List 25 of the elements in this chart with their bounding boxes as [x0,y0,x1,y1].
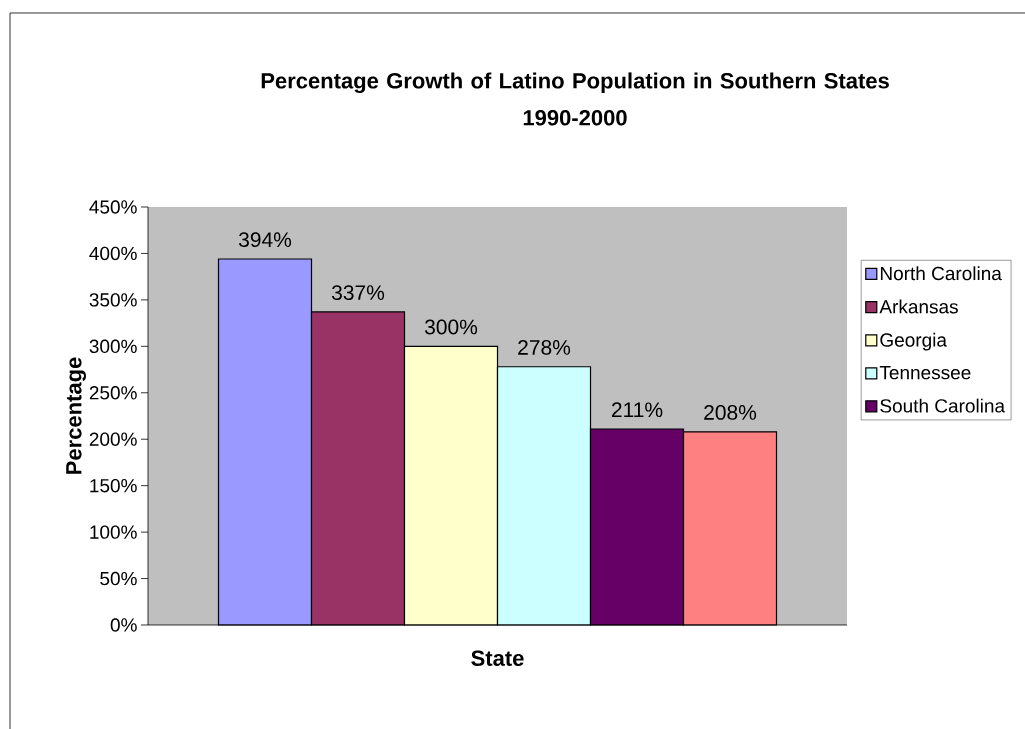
legend-label: Tennessee [879,366,971,380]
y-tick-label: 150% [90,478,137,493]
chart-subtitle: 1990-2000 [523,109,627,126]
y-tick-label: 100% [90,525,137,539]
y-axis-title: Percentage [66,357,86,474]
data-label: 211% [611,402,663,418]
y-tick-label: 450% [89,200,137,214]
data-label: 337% [331,285,385,301]
legend-label: Arkansas [879,299,958,314]
x-axis-title: State [471,650,524,666]
data-label: 300% [424,319,478,335]
y-tick-label: 350% [89,293,137,307]
chart-title: Percentage Growth of Latino Population in Southern States [261,72,889,94]
data-label: 278% [518,339,571,355]
legend-label: Georgia [880,332,947,351]
y-tick-label: 200% [89,432,137,446]
data-label: 208% [704,404,757,420]
y-tick-label: 300% [89,339,137,354]
y-tick-label: 250% [89,386,137,400]
legend-label: North Carolina [880,266,1002,281]
y-tick-label: 400% [89,246,137,261]
legend-label: South Carolina [880,398,1006,413]
data-label: 394% [238,232,292,248]
y-tick-label: 50% [100,571,137,586]
y-tick-label: 0% [110,618,137,632]
